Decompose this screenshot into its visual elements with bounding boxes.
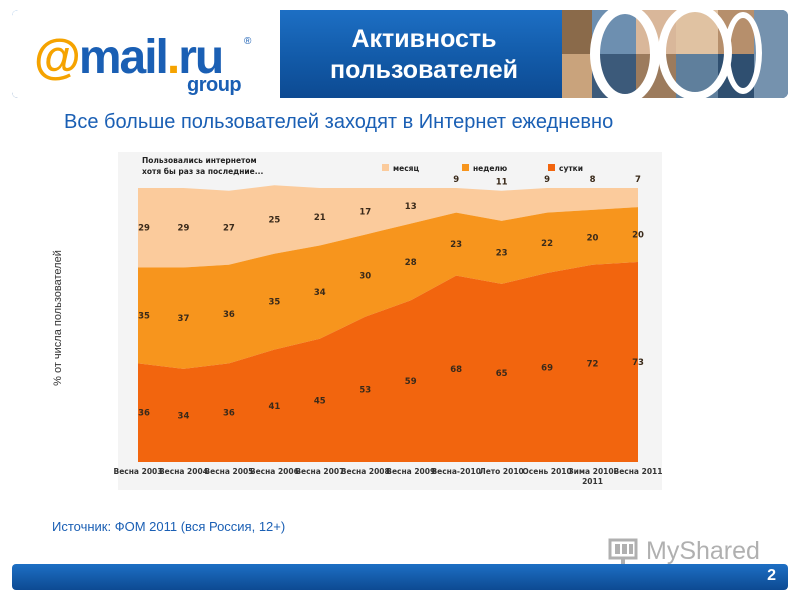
data-label-month: 25 — [268, 216, 280, 226]
data-label-month: 11 — [496, 178, 508, 188]
legend-title: Пользовались интернетом — [142, 156, 257, 165]
data-label-week: 30 — [359, 272, 371, 282]
data-label-day: 68 — [450, 365, 462, 375]
x-tick-label: 2011 — [582, 477, 603, 486]
data-label-day: 59 — [405, 377, 417, 387]
x-tick-label: Лето 2010 — [479, 467, 523, 476]
legend-swatch — [462, 164, 469, 171]
x-tick-label: Весна 2009 — [386, 467, 435, 476]
legend-swatch — [382, 164, 389, 171]
data-label-week: 23 — [496, 248, 508, 258]
data-label-week: 35 — [268, 298, 280, 308]
data-label-week: 28 — [405, 258, 417, 268]
logo-at-sign: @ — [34, 31, 81, 84]
data-label-month: 17 — [359, 207, 371, 217]
legend-label: месяц — [393, 164, 419, 173]
logo-wordmark: @mail.ru — [34, 30, 224, 85]
data-label-week: 37 — [178, 314, 190, 324]
data-label-month: 21 — [314, 213, 326, 223]
x-tick-label: Весна 2008 — [341, 467, 390, 476]
x-tick-label: Весна-2010 — [431, 467, 480, 476]
data-label-week: 23 — [450, 240, 462, 250]
data-label-month: 7 — [635, 175, 641, 185]
x-tick-label: Весна 2007 — [295, 467, 344, 476]
x-tick-label: Весна 2006 — [250, 467, 299, 476]
x-tick-label: Весна 2003 — [114, 467, 163, 476]
data-label-day: 65 — [496, 369, 508, 379]
logo-ring-large — [590, 10, 660, 98]
mailru-group-logo: @mail.ru ® group — [12, 10, 280, 98]
header-title-line1: Активность — [351, 25, 497, 53]
data-label-day: 34 — [178, 411, 190, 421]
data-label-month: 9 — [544, 175, 550, 185]
data-label-month: 13 — [405, 202, 417, 212]
photo-tile — [562, 10, 592, 54]
data-label-day: 69 — [541, 363, 553, 373]
data-label-day: 36 — [138, 409, 150, 419]
legend-title: хотя бы раз за последние... — [142, 167, 263, 176]
legend-label: неделю — [473, 164, 507, 173]
x-tick-label: Осень 2010 — [522, 467, 571, 476]
user-photos-collage — [562, 10, 788, 98]
logo-ru: ru — [178, 31, 224, 84]
page-number: 2 — [767, 567, 776, 584]
logo-dot: . — [166, 31, 180, 84]
data-label-month: 8 — [590, 175, 596, 185]
data-label-day: 45 — [314, 396, 326, 406]
x-tick-label: Весна 2011 — [614, 467, 663, 476]
legend-swatch — [548, 164, 555, 171]
series-area-month — [138, 185, 638, 268]
header-title: Активность пользователей — [294, 24, 554, 86]
data-label-week: 20 — [587, 233, 599, 243]
photo-tile — [562, 54, 592, 98]
header-title-line2: пользователей — [330, 56, 518, 84]
watermark-text: MyShared — [646, 537, 760, 565]
slide-title: Все больше пользователей заходят в Интер… — [64, 111, 614, 133]
header-banner: @mail.ru ® group Активность пользователе… — [12, 10, 788, 98]
data-label-week: 35 — [138, 311, 150, 321]
data-label-day: 41 — [268, 402, 280, 412]
data-label-week: 36 — [223, 310, 235, 320]
data-label-day: 73 — [632, 358, 644, 368]
logo-group-text: group — [187, 74, 242, 96]
data-label-month: 29 — [138, 224, 150, 234]
data-label-day: 36 — [223, 409, 235, 419]
logo-mail: mail — [78, 31, 169, 84]
data-label-month: 29 — [178, 224, 190, 234]
series-area-week — [138, 207, 638, 369]
legend-label: сутки — [559, 164, 583, 173]
myshared-watermark: MyShared — [608, 535, 768, 571]
x-tick-label: Весна 2004 — [159, 467, 208, 476]
logo-registered-mark: ® — [244, 36, 252, 47]
series-area-day — [138, 261, 638, 462]
data-label-day: 53 — [359, 385, 371, 395]
data-label-month: 27 — [223, 224, 235, 234]
data-label-month: 9 — [453, 175, 459, 185]
tree-icon — [608, 538, 638, 566]
source-note: Источник: ФОМ 2011 (вся Россия, 12+) — [52, 519, 286, 534]
x-tick-label: Зима 2010- — [568, 467, 616, 476]
data-label-week: 20 — [632, 231, 644, 241]
logo-ring-small — [724, 12, 762, 94]
data-label-day: 72 — [587, 359, 599, 369]
x-tick-label: Весна 2005 — [204, 467, 253, 476]
data-label-week: 34 — [314, 288, 326, 298]
data-label-week: 22 — [541, 239, 553, 249]
footer-bar: 2 — [12, 564, 788, 590]
